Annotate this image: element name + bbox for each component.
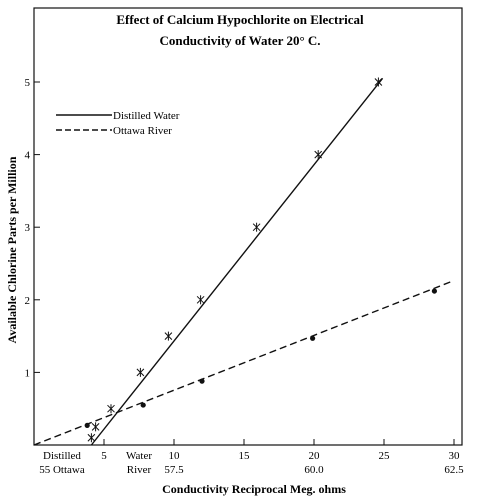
data-point-distilled-water — [91, 422, 100, 432]
data-point-distilled-water — [107, 404, 115, 414]
x-tick-label: 15 — [239, 450, 251, 462]
x-tick-label: 5 — [101, 450, 107, 462]
data-point-distilled-water — [87, 433, 96, 443]
x-tick-label-secondary: 57.5 — [164, 464, 184, 476]
legend-label-distilled-water: Distilled Water — [113, 110, 180, 122]
y-tick-label: 1 — [25, 367, 31, 379]
chart-title-line-1: Effect of Calcium Hypochlorite on Electr… — [116, 12, 364, 27]
series — [33, 77, 452, 446]
y-tick-label: 5 — [25, 77, 31, 89]
x-tick-label: 30 — [449, 450, 461, 462]
data-point-ottawa-river — [199, 378, 205, 384]
y-axis-label: Available Chlorine Parts per Million — [5, 156, 19, 343]
data-point-distilled-water — [314, 150, 323, 160]
data-point-ottawa-river — [431, 288, 437, 294]
x-tick-label-secondary: 60.0 — [304, 464, 324, 476]
data-point-distilled-water — [252, 222, 261, 232]
legend: Distilled Water Ottawa River — [56, 110, 180, 137]
plot-frame — [33, 7, 463, 446]
data-point-ottawa-river — [140, 402, 146, 408]
chart-title-line-2: Conductivity of Water 20° C. — [159, 33, 320, 48]
x-tick-label: 10 — [169, 450, 181, 462]
data-point-distilled-water — [196, 295, 205, 305]
series-line-distilled-water — [90, 77, 384, 446]
x-tick-label-secondary: 62.5 — [444, 464, 464, 476]
data-point-ottawa-river — [84, 422, 90, 428]
data-point-distilled-water — [136, 367, 145, 377]
x-axis-annotation: River — [127, 464, 152, 476]
data-point-ottawa-river — [310, 335, 316, 341]
x-axis-annotation: Distilled — [43, 450, 81, 462]
data-point-distilled-water — [164, 331, 173, 341]
x-tick-label: 25 — [379, 450, 391, 462]
x-axis-annotation: 55 Ottawa — [39, 464, 85, 476]
x-tick-label: 20 — [309, 450, 321, 462]
y-tick-label: 3 — [25, 222, 31, 234]
y-tick-label: 2 — [25, 295, 31, 307]
data-point-distilled-water — [374, 77, 383, 87]
x-axis-annotation: Water — [126, 450, 152, 462]
y-tick-label: 4 — [25, 150, 31, 162]
legend-label-ottawa-river: Ottawa River — [113, 125, 172, 137]
x-axis-label: Conductivity Reciprocal Meg. ohms — [162, 482, 346, 496]
series-line-ottawa-river — [33, 280, 452, 446]
